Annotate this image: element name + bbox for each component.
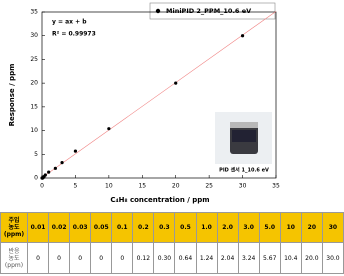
data-table: 주입 농도 (ppm) 0.01 0.02 0.03 0.05 0.1 0.2 0.3 0.5 1… [0,212,344,274]
y-axis-label: Response / ppm [8,64,16,127]
legend-box [149,2,276,20]
data-point [43,173,47,177]
legend-label: MiniPID 2_PPM_10.6 eV [166,7,251,15]
row-header: 반응 농도 (ppm) [0,242,28,274]
x-tick-label: 25 [205,183,213,190]
table-cell: 0.01 [26,212,50,243]
data-point [240,34,245,38]
table-cell: 3.24 [237,242,260,274]
y-tick-label: 5 [34,151,38,158]
table-cell: 10 [279,212,302,243]
table-cell: 0 [90,242,113,274]
table-row: 반응 농도 (ppm) 0 0 0 0 0 0.12 0.30 0.64 1.24 2.04 3.24… [0,242,344,274]
data-point [73,149,78,153]
y-tick-label: 30 [30,32,38,39]
x-tick-label: 15 [138,183,146,190]
table-cell: 0.03 [69,212,92,243]
inset-photo [215,112,272,164]
x-tick-label: 5 [74,183,78,190]
table-cell: 0.1 [111,212,134,243]
table-cell: 0.30 [153,242,176,274]
y-tick-label: 35 [30,9,38,16]
x-axis-label: C₄H₈ concentration / ppm [110,196,209,204]
table-cell: 0 [48,242,71,274]
table-cell: 20 [300,212,323,243]
table-cell: 0.64 [174,242,197,274]
table-cell: 30.0 [321,242,344,274]
table-cell: 20.0 [300,242,323,274]
row-header: 주입 농도 (ppm) [0,212,28,243]
table-cell: 0 [69,242,92,274]
x-tick-label: 35 [272,183,280,190]
y-tick-label: 10 [30,127,38,134]
chart: y = ax + b R² = 0.99973 PID 센서 1_10.6 eV… [8,2,280,204]
x-tick-label: 30 [239,183,247,190]
table-cell: 3.0 [237,212,260,243]
table-cell: 0.2 [132,212,155,243]
data-point [60,161,64,165]
table-cell: 2.04 [216,242,239,274]
table-cell: 0.3 [153,212,176,243]
table-cell: 0.05 [90,212,113,243]
data-point [174,81,178,85]
table-cell: 30 [321,212,344,243]
table-cell: 1.0 [195,212,218,243]
annotation: y = ax + b [52,19,87,26]
table-cell: 1.24 [195,242,218,274]
x-tick-label: 20 [172,183,180,190]
table-cell: 0.02 [48,212,71,243]
table-cell: 5.67 [258,242,281,274]
x-tick-label: 10 [105,183,113,190]
data-point [47,170,51,174]
table-cell: 0 [111,242,134,274]
y-tick-label: 0 [34,175,38,182]
data-point [53,166,57,170]
table-cell: 2.0 [216,212,239,243]
legend-marker [155,8,161,14]
table-cell: 5.0 [258,212,281,243]
data-point [107,127,111,131]
table-cell: 10.4 [279,242,302,274]
x-tick-label: 0 [40,183,44,190]
inset-caption: PID 센서 1_10.6 eV [219,167,269,174]
table-cell: 0.12 [132,242,155,274]
annotation: R² = 0.99973 [52,31,96,38]
y-tick-label: 20 [30,80,38,87]
table-cell: 0.5 [174,212,197,243]
fit-line [41,11,277,178]
table-row: 주입 농도 (ppm) 0.01 0.02 0.03 0.05 0.1 0.2 0.3 0.5 1… [0,212,344,243]
table-cell: 0 [26,242,50,274]
y-tick-label: 15 [30,103,38,110]
y-tick-label: 25 [30,56,38,63]
